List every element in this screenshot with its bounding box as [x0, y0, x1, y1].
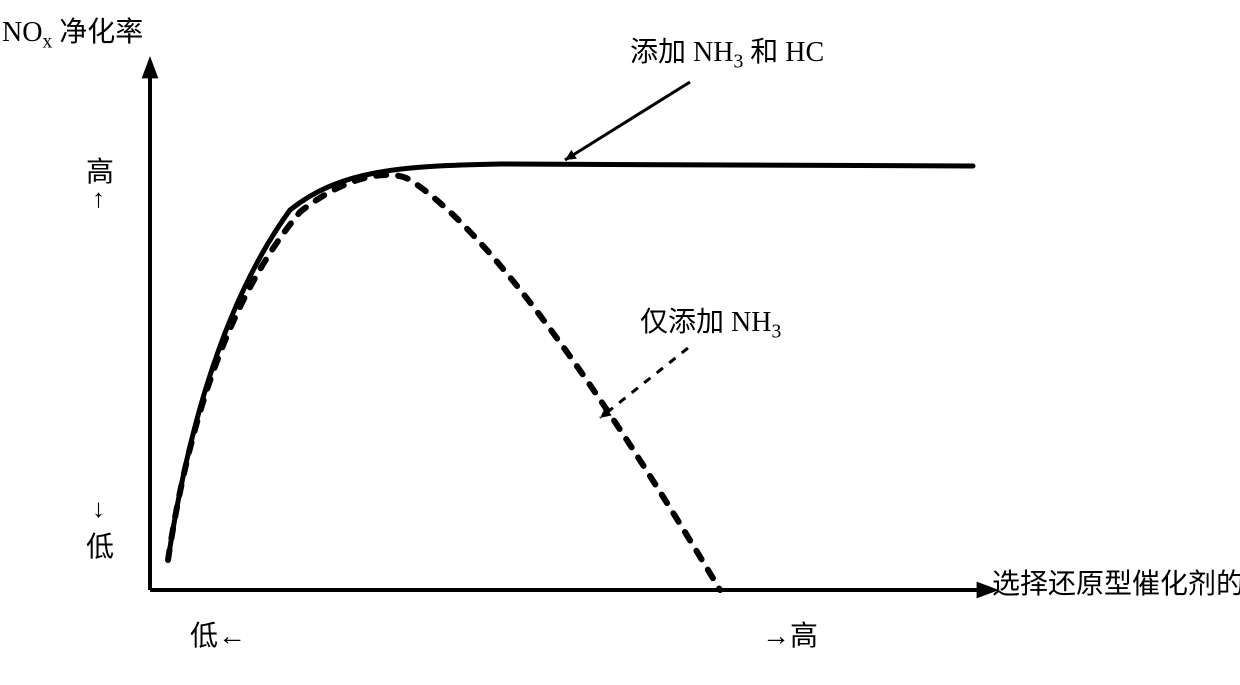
y-axis-title: NOx 净化率: [2, 10, 143, 54]
annotation-arrow-nh3_only: [600, 348, 688, 418]
annotation-arrow-nh3_hc: [565, 82, 690, 160]
y-tick-arrow-up: ↑: [92, 184, 105, 214]
series-label-nh3-hc: 添加 NH3 和 HC: [630, 30, 824, 74]
x-tick-high: →高: [762, 614, 818, 654]
x-tick-low: 低←: [190, 614, 246, 654]
series-label-nh3-only: 仅添加 NH3: [640, 300, 781, 344]
y-tick-low: 低: [86, 525, 114, 565]
x-axis-title: 选择还原型催化剂的温度: [992, 562, 1240, 602]
series-nh3_only: [168, 175, 720, 590]
chart-root: NOx 净化率 选择还原型催化剂的温度 高 ↑ ↓ 低 低← →高 添加 NH3…: [0, 0, 1240, 685]
y-tick-arrow-down: ↓: [92, 494, 105, 524]
